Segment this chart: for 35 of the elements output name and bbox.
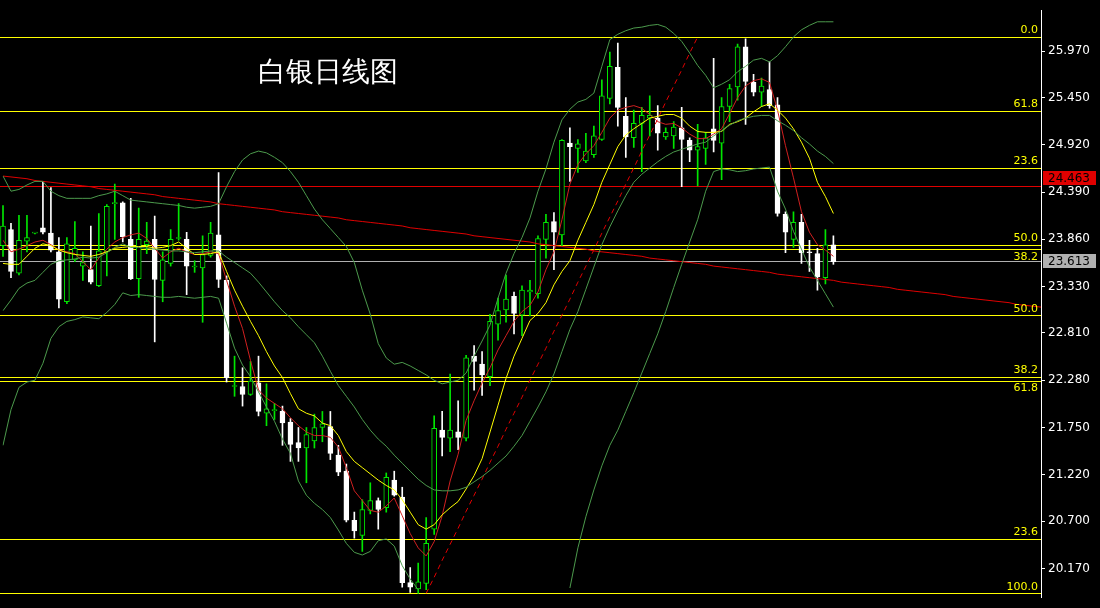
y-tick-label: 20.170 bbox=[1048, 560, 1090, 575]
annotation: 23.6 bbox=[1013, 154, 1038, 168]
candlestick bbox=[455, 400, 461, 451]
annotation: 100.0 bbox=[1006, 579, 1038, 593]
ref-line-label: 23.613 bbox=[1048, 254, 1090, 268]
text: 白银日线图 bbox=[258, 55, 398, 89]
candlestick bbox=[111, 183, 118, 240]
annotation: 61.8 bbox=[1013, 381, 1038, 395]
y-tick-label: 25.450 bbox=[1048, 89, 1090, 104]
y-tick-label: 24.920 bbox=[1048, 136, 1090, 151]
ref-line-label: 24.463 bbox=[1048, 170, 1090, 185]
y-tick-label: 21.750 bbox=[1048, 419, 1090, 434]
annotation: 0.0 bbox=[1020, 23, 1038, 37]
candlestick bbox=[24, 214, 30, 253]
candlestick bbox=[567, 127, 573, 182]
y-tick-label: 21.220 bbox=[1048, 466, 1090, 481]
y-tick-label: 25.970 bbox=[1048, 43, 1090, 58]
candlestick bbox=[575, 139, 581, 173]
candlestick bbox=[678, 107, 685, 188]
annotation: 50.0 bbox=[1013, 301, 1038, 315]
candlestick bbox=[638, 107, 645, 172]
y-tick-label: 24.390 bbox=[1048, 184, 1090, 199]
annotation: 23.6 bbox=[1013, 525, 1038, 539]
annotation: 61.8 bbox=[1013, 97, 1038, 111]
candlestick bbox=[40, 181, 46, 235]
annotation: 50.0 bbox=[1013, 231, 1038, 245]
y-tick-label: 22.280 bbox=[1048, 372, 1090, 387]
y-tick-label: 20.700 bbox=[1048, 513, 1090, 528]
y-tick-label: 23.330 bbox=[1048, 278, 1090, 293]
candlestick bbox=[447, 373, 453, 452]
y-tick-label: 22.810 bbox=[1048, 325, 1090, 340]
candlestick bbox=[439, 411, 445, 457]
annotation: 38.2 bbox=[1013, 363, 1038, 377]
y-tick-label: 23.860 bbox=[1048, 231, 1090, 246]
annotation: 38.2 bbox=[1013, 249, 1038, 263]
